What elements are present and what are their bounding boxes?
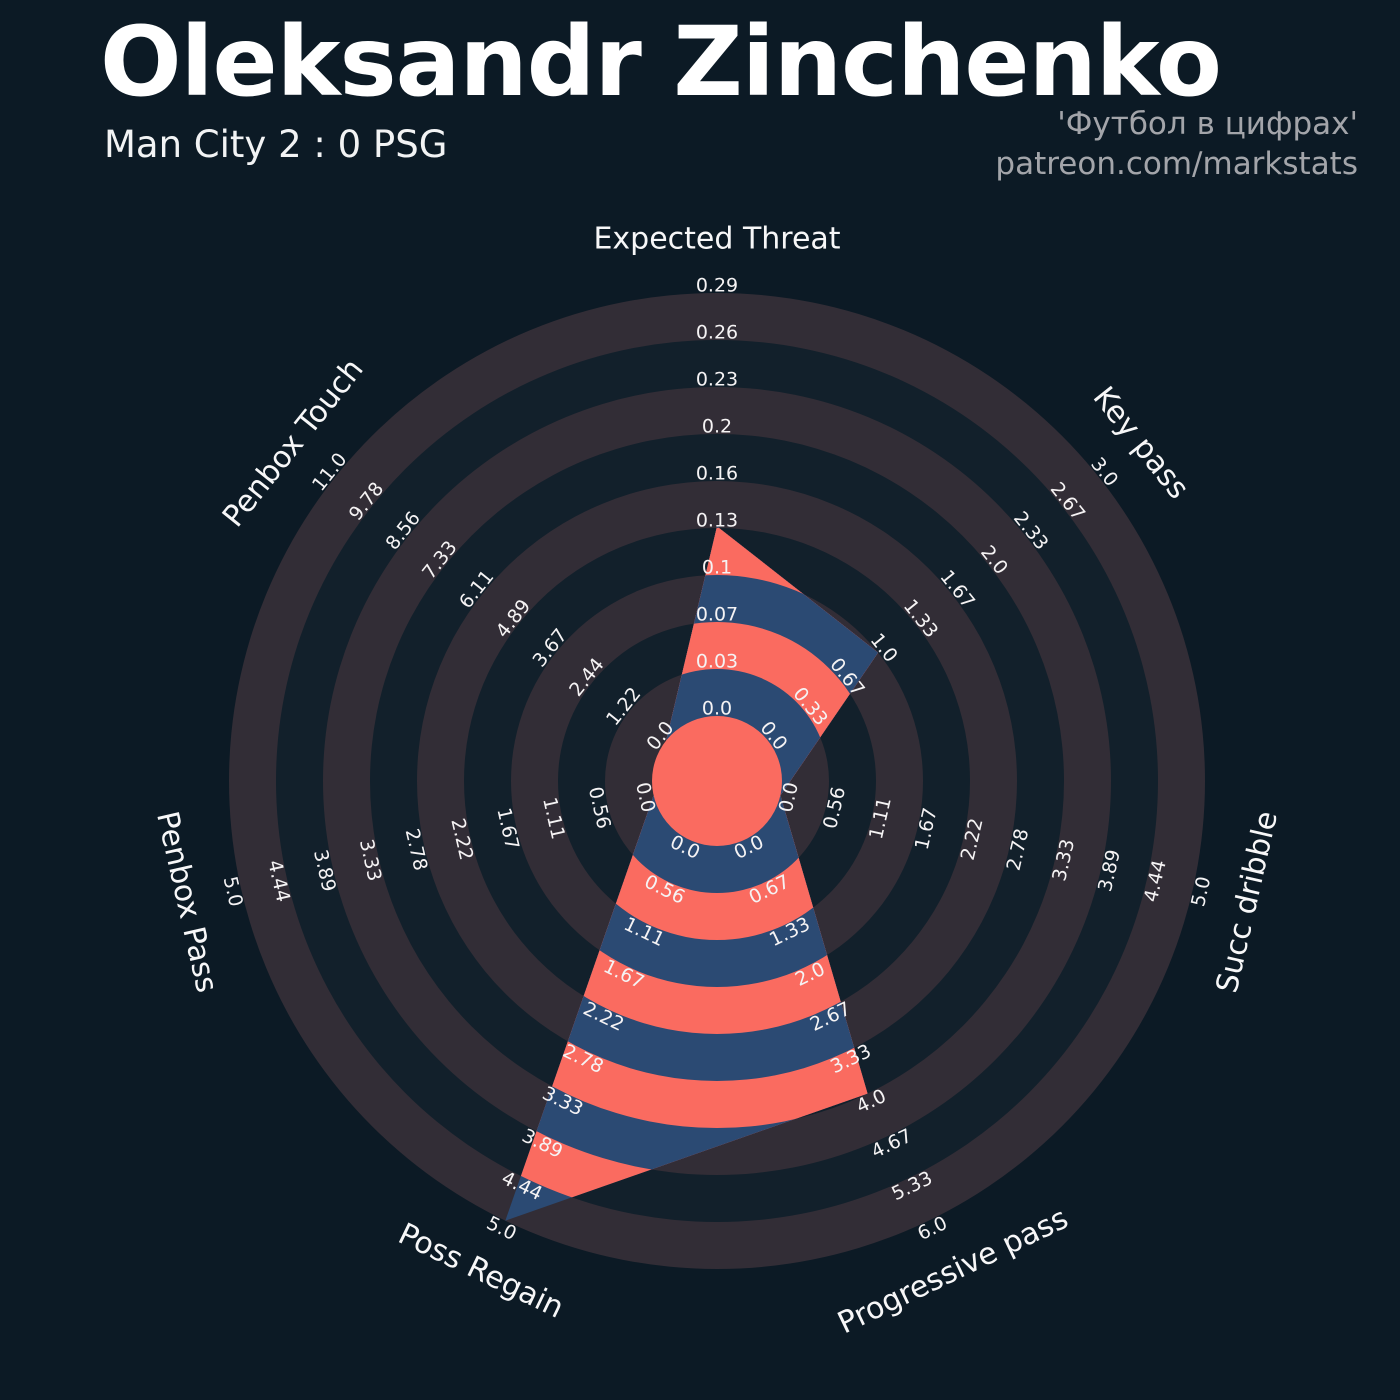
match-score-subtitle: Man City 2 : 0 PSG bbox=[104, 123, 448, 166]
ring-tick-label: 0.13 bbox=[696, 510, 738, 532]
ring-tick-label: 0.03 bbox=[696, 651, 738, 673]
ring-tick-label: 0.23 bbox=[696, 369, 738, 391]
credits-block: 'Футбол в цифрах' patreon.com/markstats bbox=[995, 104, 1358, 185]
ring-tick-label: 0.0 bbox=[702, 698, 732, 720]
axis-title: Expected Threat bbox=[593, 222, 840, 257]
ring-tick-label: 0.16 bbox=[696, 463, 738, 485]
credit-patreon: patreon.com/markstats bbox=[995, 146, 1358, 183]
page-title: Oleksandr Zinchenko bbox=[100, 6, 1222, 118]
ring-tick-label: 0.26 bbox=[696, 322, 738, 344]
ring-tick-label: 0.07 bbox=[696, 604, 738, 626]
credit-brand: 'Футбол в цифрах' bbox=[1057, 106, 1358, 142]
ring-tick-label: 0.1 bbox=[702, 557, 732, 579]
center-circle bbox=[652, 716, 782, 846]
ring-tick-label: 0.2 bbox=[702, 416, 732, 438]
ring-tick-label: 0.29 bbox=[696, 275, 738, 297]
